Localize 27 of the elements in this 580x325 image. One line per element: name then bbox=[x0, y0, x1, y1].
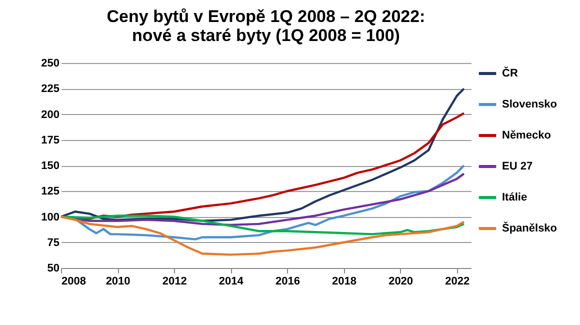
y-tick-label: 175 bbox=[41, 134, 60, 146]
line-series bbox=[60, 88, 466, 222]
chart-title: Ceny bytů v Evropě 1Q 2008 – 2Q 2022: nové a staré byty (1Q 2008 = 100) bbox=[106, 7, 426, 45]
y-tick-label: 50 bbox=[47, 262, 60, 274]
legend-label: Německo bbox=[502, 130, 552, 142]
line-series bbox=[60, 216, 466, 256]
x-tick-label: 2014 bbox=[218, 276, 244, 288]
legend-label: Slovensko bbox=[502, 98, 558, 110]
legend-label: ČR bbox=[502, 66, 518, 80]
y-tick-label: 150 bbox=[41, 160, 60, 172]
legend-label: Španělsko bbox=[502, 222, 558, 234]
x-tick-label: 2020 bbox=[388, 276, 414, 288]
x-tick-label: 2018 bbox=[332, 276, 356, 288]
y-tick-label: 250 bbox=[41, 58, 60, 70]
legend-label: EU 27 bbox=[502, 160, 533, 172]
line-series bbox=[60, 214, 466, 236]
y-tick-label: 125 bbox=[41, 186, 60, 198]
y-tick-label: 100 bbox=[41, 211, 60, 224]
x-tick-label: 2012 bbox=[162, 276, 187, 288]
y-tick-label: 225 bbox=[41, 83, 60, 96]
y-tick-label: 200 bbox=[41, 108, 60, 121]
y-tick-label: 75 bbox=[47, 236, 60, 249]
x-tick-label: 2016 bbox=[275, 276, 300, 288]
x-tick-label: 2022 bbox=[445, 276, 470, 288]
x-tick-label: 2008 bbox=[62, 276, 86, 288]
x-tick-label: 2010 bbox=[106, 276, 130, 288]
legend-label: Itálie bbox=[502, 192, 528, 204]
